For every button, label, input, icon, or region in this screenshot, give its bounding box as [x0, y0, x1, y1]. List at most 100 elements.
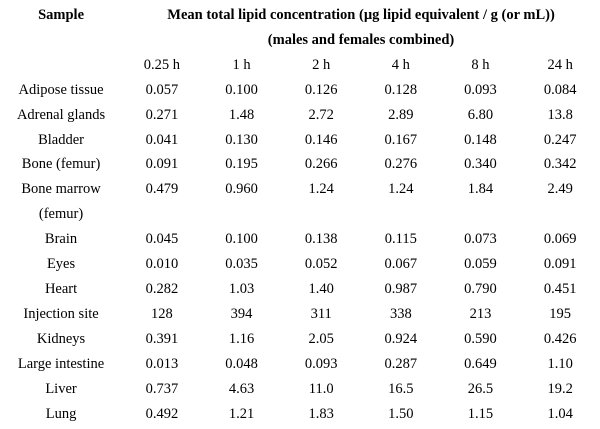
table-row: Large intestine 0.013 0.048 0.093 0.287 …	[0, 352, 600, 377]
value-cell: 1.40	[308, 280, 334, 297]
value-cell: 0.128	[384, 81, 418, 98]
value-cell: 0.067	[384, 256, 418, 273]
value-cell: 311	[310, 305, 332, 322]
value-cell: 0.282	[145, 280, 179, 297]
value-cell: 1.03	[228, 280, 255, 297]
value-cell: 0.391	[145, 330, 179, 347]
time-header-4h: 4 h	[391, 56, 410, 73]
value-cell: 0.041	[145, 131, 179, 148]
header-row-times: 0.25 h 1 h 2 h 4 h 8 h 24 h	[0, 53, 600, 78]
value-cell: 26.5	[467, 380, 494, 397]
time-header-0.25h: 0.25 h	[143, 56, 181, 73]
row-label: Liver	[0, 377, 122, 402]
row-label-line1: Brain	[44, 231, 78, 248]
value-cell: 4.63	[228, 380, 255, 397]
value-cell: 0.130	[225, 131, 258, 148]
value-cell: 195	[549, 305, 572, 322]
value-cell: 1.04	[547, 405, 573, 422]
table-row: Brain 0.045 0.100 0.138 0.115 0.073 0.06…	[0, 227, 600, 252]
value-cell: 19.2	[547, 380, 573, 397]
row-label: Large intestine	[0, 352, 122, 377]
value-cell: 0.148	[464, 131, 497, 148]
value-cell: 394	[230, 305, 253, 322]
row-label-line1: Adrenal glands	[16, 106, 106, 123]
value-cell: 0.057	[145, 81, 179, 98]
row-label-line1: Adipose tissue	[18, 81, 104, 98]
value-cell: 0.126	[304, 81, 338, 98]
value-cell: 0.247	[543, 131, 577, 148]
table-row: Bone marrow (femur) 0.479 0.960 1.24 1.24…	[0, 177, 600, 227]
row-label: Adipose tissue	[0, 78, 122, 103]
value-cell: 1.16	[228, 330, 255, 347]
table-title-line2: (males and females combined)	[267, 31, 455, 48]
value-cell: 1.10	[547, 355, 573, 372]
table-row: Eyes 0.010 0.035 0.052 0.067 0.059 0.091	[0, 252, 600, 277]
table-row: Bladder 0.041 0.130 0.146 0.167 0.148 0.…	[0, 128, 600, 153]
row-label-line1: Bone (femur)	[21, 156, 101, 173]
value-cell: 0.340	[464, 156, 497, 173]
table-row: Injection site 128 394 311 338 213 195	[0, 302, 600, 327]
row-label: Kidneys	[0, 327, 122, 352]
time-header-spacer	[0, 53, 122, 78]
table-body: Adipose tissue 0.057 0.100 0.126 0.128 0…	[0, 78, 600, 427]
value-cell: 0.115	[384, 231, 417, 248]
value-cell: 0.138	[304, 231, 338, 248]
value-cell: 0.093	[464, 81, 497, 98]
value-cell: 0.146	[304, 131, 338, 148]
row-label: Eyes	[0, 252, 122, 277]
value-cell: 13.8	[547, 106, 573, 123]
value-cell: 0.649	[464, 355, 497, 372]
row-label-line1: Heart	[44, 280, 78, 297]
value-cell: 0.048	[225, 355, 258, 372]
value-cell: 0.276	[384, 156, 418, 173]
value-cell: 0.342	[543, 156, 577, 173]
value-cell: 1.48	[228, 106, 255, 123]
value-cell: 0.084	[543, 81, 577, 98]
row-label-line1: Bladder	[38, 131, 84, 148]
value-cell: 0.960	[225, 181, 258, 198]
value-cell: 2.89	[388, 106, 414, 123]
value-cell: 0.069	[543, 231, 577, 248]
row-label: Adrenal glands	[0, 103, 122, 128]
value-cell: 0.052	[304, 256, 338, 273]
value-cell: 0.093	[304, 355, 338, 372]
value-cell: 0.035	[225, 256, 258, 273]
value-cell: 1.24	[308, 181, 334, 198]
value-cell: 0.013	[145, 355, 179, 372]
table-title-line1: Mean total lipid concentration (µg lipid…	[167, 7, 555, 23]
row-label: Heart	[0, 277, 122, 302]
row-label-line2: (femur)	[38, 206, 84, 223]
value-cell: 0.479	[145, 181, 179, 198]
value-cell: 213	[469, 305, 492, 322]
value-cell: 0.059	[464, 256, 497, 273]
row-label-line1: Lung	[45, 405, 77, 422]
time-header-1h: 1 h	[232, 56, 251, 73]
value-cell: 0.100	[225, 81, 258, 98]
value-cell: 6.80	[467, 106, 494, 123]
value-cell: 0.091	[145, 156, 179, 173]
value-cell: 0.590	[464, 330, 497, 347]
table-row: Heart 0.282 1.03 1.40 0.987 0.790 0.451	[0, 277, 600, 302]
row-label-line1: Kidneys	[36, 330, 86, 347]
row-label-line1: Bone marrow	[21, 181, 101, 198]
value-cell: 0.790	[464, 280, 497, 297]
time-header-24h: 24 h	[547, 56, 573, 73]
value-cell: 0.100	[225, 231, 258, 248]
row-label: Bone marrow (femur)	[0, 177, 122, 227]
table-title: Mean total lipid concentration (µg lipid…	[122, 3, 600, 53]
table-row: Bone (femur) 0.091 0.195 0.266 0.276 0.3…	[0, 152, 600, 177]
value-cell: 0.073	[464, 231, 497, 248]
value-cell: 0.426	[543, 330, 577, 347]
row-label-line1: Large intestine	[17, 355, 105, 372]
value-cell: 0.091	[543, 256, 577, 273]
value-cell: 0.987	[384, 280, 418, 297]
time-header-8h: 8 h	[471, 56, 490, 73]
table-row: Lung 0.492 1.21 1.83 1.50 1.15 1.04	[0, 402, 600, 427]
row-label: Bladder	[0, 128, 122, 153]
row-label-line1: Eyes	[46, 256, 76, 273]
row-label: Injection site	[0, 302, 122, 327]
sample-column-header: Sample	[38, 7, 84, 23]
table-row: Adipose tissue 0.057 0.100 0.126 0.128 0…	[0, 78, 600, 103]
value-cell: 0.195	[225, 156, 258, 173]
